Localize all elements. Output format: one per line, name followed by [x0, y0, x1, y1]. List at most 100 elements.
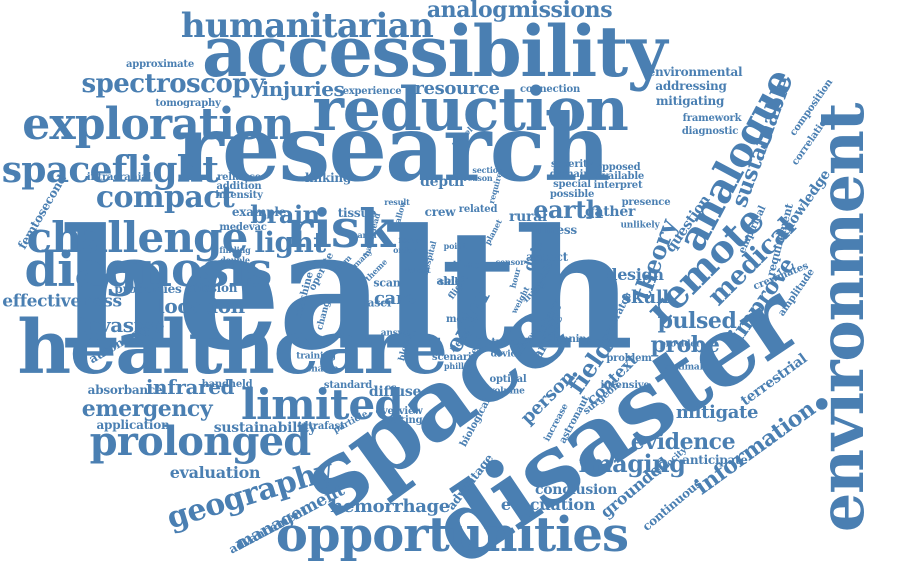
word-rural: rural — [509, 209, 547, 225]
word-location: location — [157, 294, 245, 318]
word-result: result — [384, 197, 410, 207]
word-diffuse: diffuse — [368, 384, 422, 400]
word-handheld: handheld — [201, 379, 253, 390]
word-intracranial: intracranial — [86, 172, 152, 183]
word-planning: planning — [544, 334, 594, 345]
word-diagnosis: diagnosis — [24, 242, 272, 298]
word-earth: earth — [533, 195, 603, 224]
word-approximate: approximate — [125, 59, 195, 70]
word-absorbance: absorbance — [87, 383, 163, 397]
word-addressing: addressing — [655, 79, 727, 93]
word-device: device — [490, 349, 522, 360]
word-optical: optical — [489, 374, 527, 385]
word-illness: illness — [535, 223, 577, 237]
word-diagnostic: diagnostic — [681, 126, 739, 137]
word-evidence: evidence — [630, 429, 736, 455]
word-imaging: imaging — [578, 449, 686, 478]
word-opportunities: opportunities — [275, 507, 629, 563]
word-point: point — [443, 241, 467, 251]
word-limited: limited — [241, 380, 404, 429]
word-analog: analog — [426, 0, 508, 23]
word-answer: answer — [380, 328, 416, 339]
word-double: double — [220, 255, 250, 265]
word-section: section — [472, 165, 504, 175]
word-exploration: exploration — [22, 99, 294, 150]
word-training: training — [296, 351, 336, 362]
word-finding: finding — [219, 245, 251, 255]
word-properties: properties — [114, 282, 182, 296]
word-reason: reason — [463, 173, 493, 183]
word-pulsed: pulsed — [657, 308, 737, 334]
word-laser: laser — [363, 296, 393, 310]
word-problem: problem — [606, 353, 652, 364]
word-special: special — [553, 179, 591, 190]
word-intensity: intensity — [215, 190, 263, 201]
word-domain: domain — [549, 169, 591, 180]
word-humanitarian: humanitarian — [180, 6, 434, 46]
word-mitigate: mitigate — [675, 402, 759, 423]
word-spectroscopy: spectroscopy — [81, 69, 265, 99]
word-evaluation: evaluation — [169, 463, 261, 482]
word-order: order — [393, 245, 417, 255]
word-care: care — [373, 288, 417, 309]
word-opposed: opposed — [595, 162, 641, 173]
word-overview: overview — [375, 406, 423, 417]
word-sustainability: sustainability — [213, 420, 317, 436]
word-standard: standard — [323, 380, 373, 391]
word-maximal: maximal — [661, 362, 703, 373]
word-emergency: emergency — [81, 396, 213, 422]
word-scenario: scenario — [432, 352, 478, 363]
word-unlikely: unlikely — [620, 220, 660, 231]
word-skull: skull — [621, 287, 669, 308]
word-presence: presence — [621, 197, 671, 208]
word-example: example — [231, 205, 287, 219]
word-mission: mission — [186, 281, 238, 295]
word-able: able — [436, 274, 462, 288]
word-evacuation: evacuation — [500, 495, 596, 514]
word-tomography: tomography — [155, 98, 221, 109]
word-risk: risk — [285, 199, 395, 260]
word-detect: detect — [403, 265, 431, 275]
word-health: health — [59, 192, 634, 387]
word-hemorrhage: hemorrhage — [330, 496, 450, 517]
word-resource: resource — [414, 78, 500, 99]
word-reduction: reduction — [312, 75, 628, 145]
word-spaceflight: spaceflight — [1, 149, 219, 191]
word-probe: probe — [650, 332, 720, 358]
word-invasive: invasive — [77, 313, 165, 337]
word-travel: travel — [491, 337, 523, 348]
word-depth: depth — [420, 174, 464, 190]
word-time: time — [452, 258, 480, 272]
word-ultrafast: ultrafast — [297, 421, 345, 432]
word-missions: missions — [507, 0, 613, 23]
word-medevac: medevac — [219, 222, 267, 233]
word-application: application — [96, 418, 170, 432]
word-possible: possible — [549, 189, 595, 200]
word-light: light — [254, 226, 326, 259]
word-scan: scan — [373, 276, 401, 290]
word-healthcare: healthcare — [17, 305, 448, 391]
word-injuries: injuries — [261, 77, 345, 101]
word-addition: addition — [216, 181, 262, 192]
word-research: research — [175, 94, 610, 202]
word-severity: severity — [550, 159, 594, 170]
word-interpret: interpret — [593, 180, 643, 191]
word-challenge: challenge — [26, 213, 248, 262]
word-crew: crew — [424, 205, 456, 219]
word-focus: focus — [398, 235, 422, 245]
word-tissue: tissue — [337, 206, 377, 220]
word-environmental: environmental — [647, 65, 743, 79]
word-accessibility: accessibility — [201, 10, 667, 93]
word-related: related — [458, 204, 498, 215]
word-effectiveness: effectiveness — [2, 291, 122, 312]
word-sensor: sensor — [495, 257, 525, 267]
word-area: area — [357, 230, 377, 240]
word-volume: volume — [489, 386, 525, 397]
word-mitigating: mitigating — [655, 94, 725, 108]
word-anticipate: anticipate — [682, 453, 748, 467]
word-framework: framework — [682, 113, 742, 124]
word-brain: brain — [250, 200, 320, 229]
word-infrared: infrared — [145, 375, 235, 399]
word-aspect: aspect — [526, 250, 568, 264]
